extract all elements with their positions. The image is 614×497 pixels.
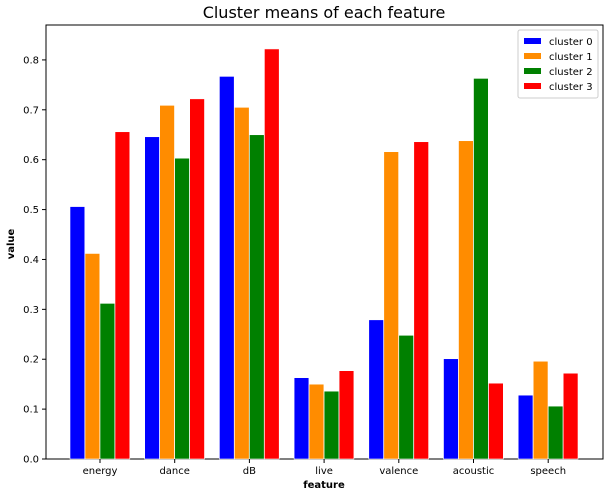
- y-tick-label: 0.8: [23, 55, 39, 66]
- legend-label: cluster 2: [549, 67, 593, 78]
- y-tick-label: 0.2: [23, 355, 39, 366]
- y-axis-label: value: [6, 228, 17, 259]
- bar-cluster-1-dance: [159, 105, 175, 460]
- bars-layer: [69, 48, 579, 460]
- bar-cluster-1-dB: [234, 107, 250, 460]
- bar-cluster-2-speech: [547, 405, 564, 460]
- bar-cluster-0-speech: [517, 394, 534, 460]
- y-tick-label: 0.5: [23, 205, 39, 216]
- bar-cluster-3-dance: [189, 98, 205, 460]
- y-tick-label: 0.1: [23, 405, 39, 416]
- legend-label: cluster 1: [549, 52, 593, 63]
- bar-cluster-1-live: [308, 383, 325, 460]
- legend-label: cluster 3: [549, 82, 593, 93]
- bar-cluster-0-valence: [368, 319, 384, 460]
- bar-cluster-2-valence: [398, 334, 414, 460]
- bar-cluster-0-dB: [219, 76, 235, 460]
- y-tick-label: 0.4: [23, 255, 39, 266]
- legend-label: cluster 0: [549, 37, 593, 48]
- legend-swatch: [524, 83, 541, 89]
- bar-cluster-3-dB: [264, 48, 280, 460]
- bar-cluster-0-energy: [69, 206, 86, 460]
- chart-title: Cluster means of each feature: [203, 3, 446, 22]
- bar-cluster-1-energy: [84, 253, 101, 460]
- y-tick-label: 0.6: [23, 155, 39, 166]
- x-tick-label: valence: [379, 466, 418, 477]
- x-tick-label: live: [315, 466, 333, 477]
- bar-cluster-1-speech: [532, 360, 549, 460]
- legend: cluster 0 cluster 1 cluster 2 cluster 3: [517, 29, 599, 99]
- legend-swatch: [524, 53, 541, 59]
- bar-cluster-3-acoustic: [488, 382, 504, 460]
- bar-cluster-1-acoustic: [458, 140, 474, 460]
- legend-box: [517, 29, 599, 99]
- y-tick-label: 0.0: [23, 455, 39, 466]
- x-axis-label: feature: [303, 480, 345, 491]
- plot-area: 0.0 0.1 0.2 0.3 0.4 0.5 0.6 0.7 0.8 energy dance d…: [23, 24, 604, 477]
- y-tick-label: 0.7: [23, 105, 39, 116]
- x-tick-label: acoustic: [453, 466, 495, 477]
- bar-cluster-1-valence: [383, 151, 399, 460]
- bar-cluster-3-energy: [114, 131, 131, 460]
- legend-swatch: [524, 68, 541, 74]
- bar-cluster-3-valence: [413, 141, 429, 460]
- bar-cluster-0-dance: [144, 136, 160, 460]
- bar-cluster-2-dance: [174, 157, 190, 460]
- y-tick-label: 0.3: [23, 305, 39, 316]
- bar-cluster-2-acoustic: [473, 78, 489, 460]
- bar-cluster-3-speech: [562, 372, 579, 460]
- bar-cluster-0-acoustic: [443, 358, 459, 460]
- legend-swatch: [524, 38, 541, 44]
- bar-cluster-0-live: [293, 377, 310, 460]
- bar-cluster-2-dB: [249, 134, 265, 460]
- bar-cluster-3-live: [338, 370, 355, 460]
- y-axis: 0.0 0.1 0.2 0.3 0.4 0.5 0.6 0.7 0.8: [23, 55, 46, 466]
- bar-cluster-2-live: [323, 390, 340, 460]
- x-tick-label: speech: [530, 466, 566, 477]
- x-tick-label: dB: [243, 466, 256, 477]
- x-tick-label: energy: [83, 466, 118, 477]
- x-tick-label: dance: [159, 466, 189, 477]
- bar-cluster-2-energy: [99, 303, 116, 460]
- x-axis: energy dance dB live valence acoustic speech: [83, 459, 566, 477]
